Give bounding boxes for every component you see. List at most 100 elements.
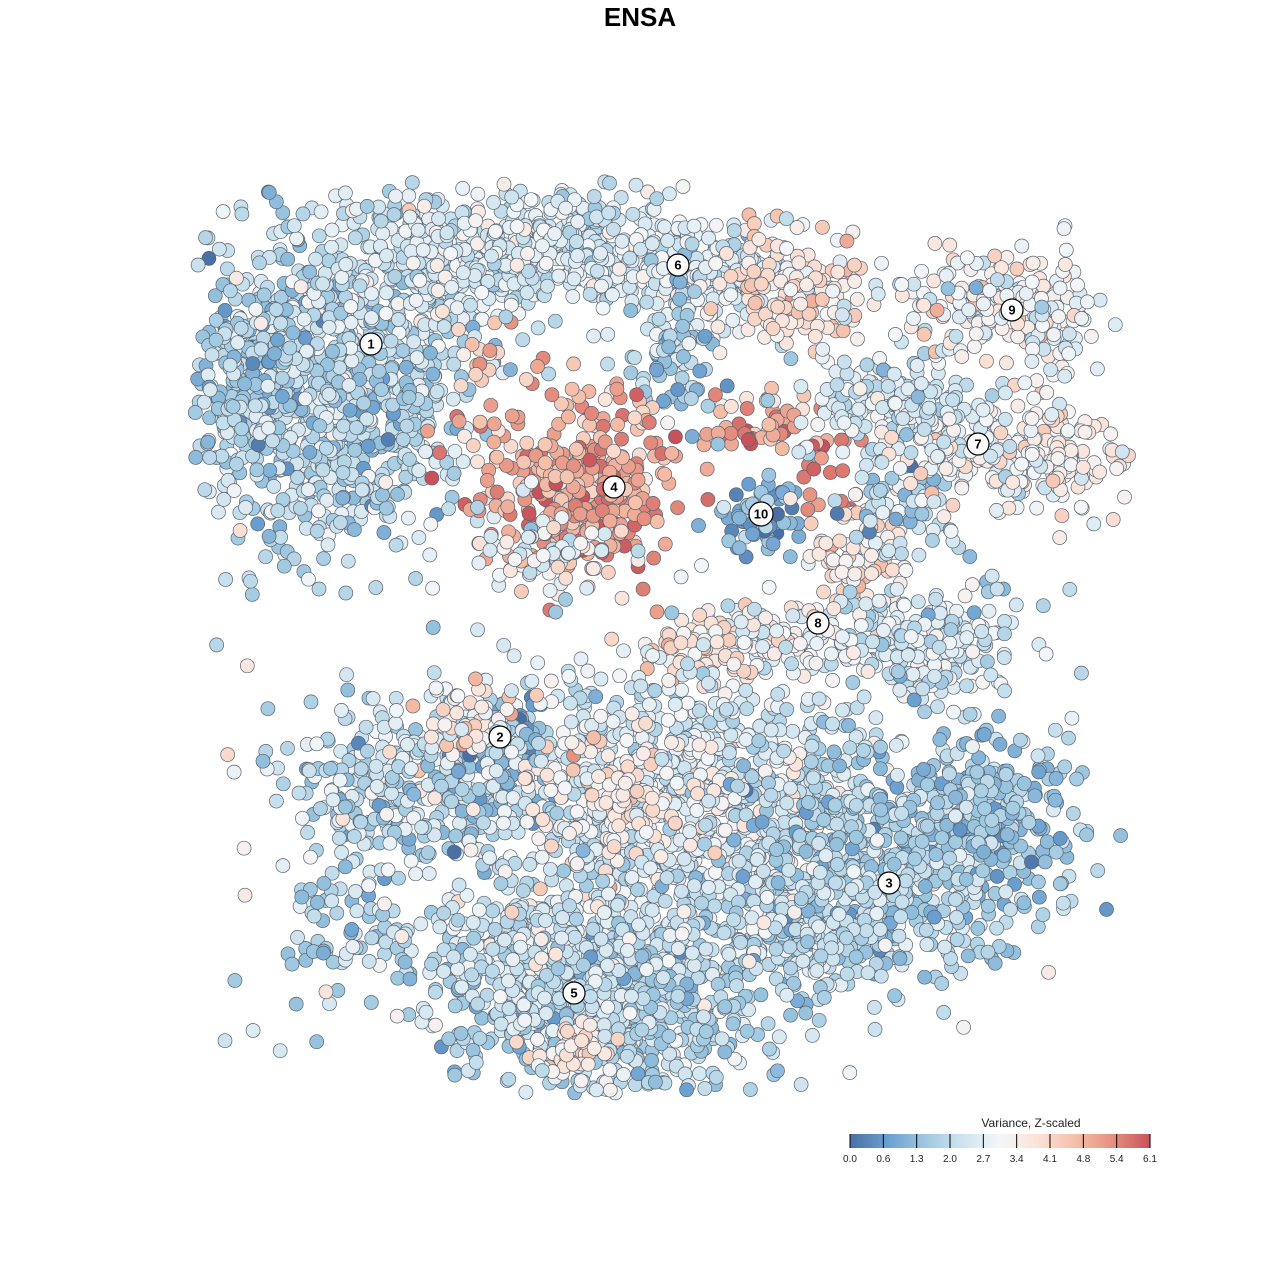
data-point <box>332 830 347 846</box>
data-point <box>289 231 304 246</box>
data-point <box>945 392 961 408</box>
data-point <box>975 402 991 418</box>
data-point <box>229 456 244 472</box>
data-point <box>910 594 926 610</box>
data-point <box>881 543 896 559</box>
data-point <box>423 345 438 361</box>
data-point <box>334 270 350 285</box>
data-point <box>333 515 348 530</box>
data-point <box>332 360 347 376</box>
data-point <box>402 451 417 467</box>
data-point <box>930 699 945 715</box>
data-point <box>1052 530 1068 545</box>
data-point <box>423 516 439 532</box>
data-point <box>374 382 389 397</box>
data-point <box>1024 354 1040 369</box>
data-point <box>586 189 602 204</box>
data-point <box>896 597 912 613</box>
data-point <box>604 631 620 647</box>
data-point <box>1109 461 1125 476</box>
data-point <box>266 479 282 494</box>
data-point <box>229 270 244 286</box>
data-point <box>614 233 630 249</box>
data-point <box>486 416 502 432</box>
data-point <box>383 333 399 349</box>
data-point <box>452 815 467 831</box>
data-point <box>504 683 519 699</box>
data-point <box>282 340 298 356</box>
data-point <box>888 511 904 527</box>
data-point <box>244 587 260 602</box>
data-point <box>628 495 643 510</box>
data-point <box>188 450 204 465</box>
data-point <box>720 598 736 614</box>
data-point <box>741 476 757 492</box>
data-point <box>810 417 826 432</box>
data-point <box>799 277 814 293</box>
data-point <box>446 356 462 372</box>
data-point <box>1005 474 1021 490</box>
data-point <box>245 356 261 371</box>
data-point <box>942 237 958 253</box>
data-point <box>336 418 351 434</box>
data-point <box>482 542 498 558</box>
data-point <box>959 250 975 266</box>
data-point <box>288 996 304 1012</box>
data-point <box>1060 423 1076 439</box>
data-point <box>761 417 777 433</box>
data-point <box>323 761 338 776</box>
data-point <box>280 251 296 267</box>
data-point <box>275 858 291 873</box>
data-point <box>913 466 929 481</box>
data-point <box>451 322 466 337</box>
data-point <box>411 463 427 478</box>
data-point <box>1046 327 1062 342</box>
data-point <box>696 637 711 652</box>
data-point <box>312 418 328 434</box>
data-point <box>386 207 402 222</box>
data-point <box>1074 311 1089 326</box>
data-point <box>445 391 461 407</box>
data-point <box>899 427 914 442</box>
chart-title: ENSA <box>603 2 677 32</box>
data-point <box>697 328 713 344</box>
data-point <box>649 604 665 620</box>
data-point <box>479 473 495 488</box>
data-point <box>474 699 490 715</box>
data-point <box>499 702 515 717</box>
data-point <box>566 356 581 372</box>
data-point <box>846 645 861 661</box>
data-point <box>793 415 809 430</box>
data-point <box>635 581 651 597</box>
data-point <box>439 225 455 241</box>
data-point <box>595 300 611 316</box>
data-point <box>610 417 625 432</box>
data-point <box>1024 411 1040 426</box>
data-point <box>334 845 349 860</box>
data-point <box>980 654 995 670</box>
data-point <box>708 387 723 403</box>
data-point <box>1086 516 1102 532</box>
data-point <box>514 584 529 599</box>
data-point <box>521 529 536 545</box>
data-point <box>809 636 825 651</box>
data-point <box>606 221 621 237</box>
data-point <box>324 893 340 909</box>
data-point <box>338 799 353 815</box>
data-point <box>455 181 471 196</box>
data-point <box>657 466 673 482</box>
data-point <box>984 388 1000 403</box>
data-point <box>765 536 781 552</box>
data-point <box>369 779 385 794</box>
data-point <box>535 238 550 254</box>
data-point <box>455 454 471 469</box>
data-point <box>275 205 291 221</box>
data-point <box>474 285 490 300</box>
data-point <box>404 175 420 190</box>
data-point <box>308 251 323 267</box>
data-point <box>929 302 945 318</box>
data-point <box>384 786 399 801</box>
data-point <box>547 226 562 241</box>
data-point <box>1103 426 1119 442</box>
data-point <box>515 332 531 348</box>
